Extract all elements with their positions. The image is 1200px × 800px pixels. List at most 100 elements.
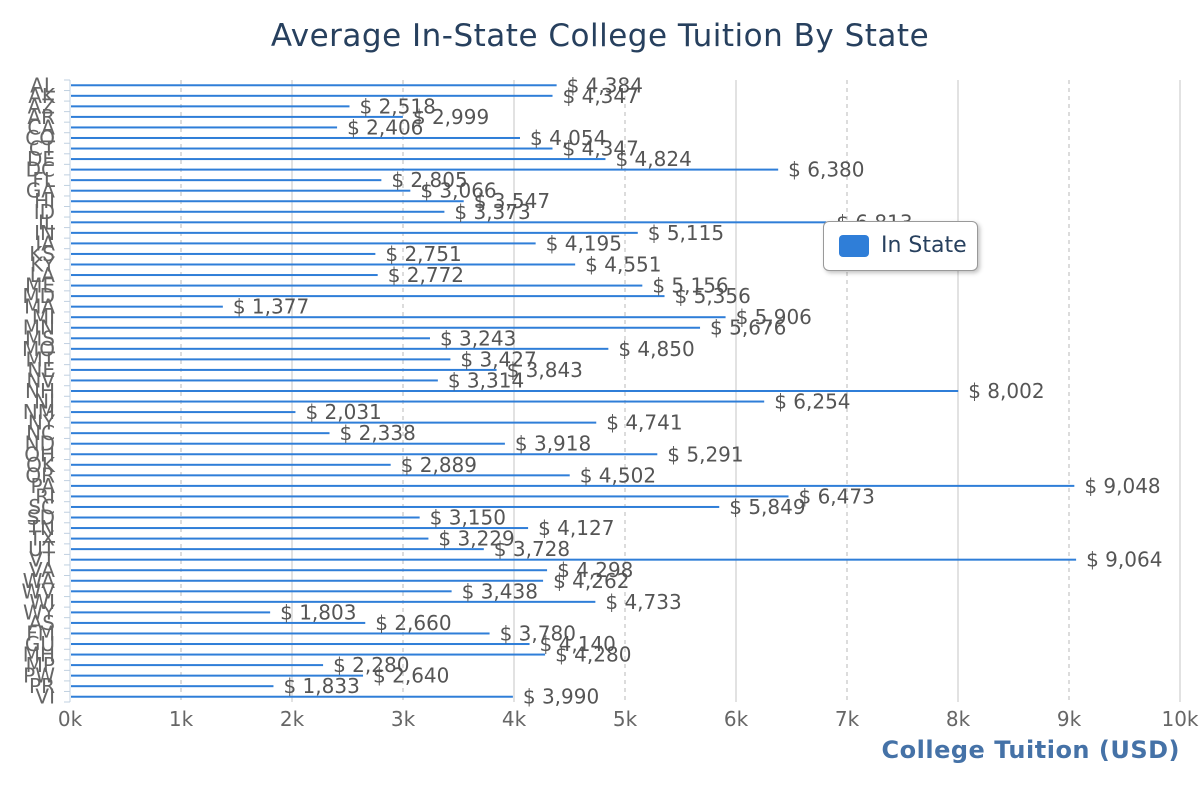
bar [71,600,596,603]
category-label: OK [26,453,56,477]
bar [71,611,271,614]
x-tick-label: 3k [391,707,416,731]
category-label: AZ [28,94,55,118]
category-label: AK [28,84,56,108]
bar [71,442,505,445]
category-label: OR [25,463,55,487]
category-label: ID [34,200,55,224]
value-labels: $ 4,384$ 4,347$ 2,518$ 2,999$ 2,406 $ 4,0… [233,73,1163,708]
category-labels: ALAKAZARCACOCTDEDCFLGAHIIDILINIAKSKYLAME… [22,73,56,708]
category-label: OH [24,442,55,466]
value-label: $ 3,243 [440,326,516,350]
bar [71,231,638,234]
bar [71,210,445,213]
x-tick-label: 0k [58,707,83,731]
x-tick-label: 10k [1161,707,1198,731]
x-tick-label: 5k [613,707,638,731]
value-label: $ 4,195 [546,231,622,255]
bar [71,548,484,551]
legend-label-in-state: In State [881,233,967,258]
value-label: $ 4,262 [553,569,629,593]
category-label: VT [29,548,56,572]
bar [71,189,411,192]
bar [71,664,324,667]
value-label: $ 4,054 [530,126,606,150]
category-label: AS [29,611,55,635]
category-label: TX [28,527,55,551]
bars [71,84,1077,698]
value-label: $ 4,384 [567,73,643,97]
category-label: IN [34,221,55,245]
bar [71,274,378,277]
category-label: IA [35,231,55,255]
category-label: MP [26,653,55,677]
bar [71,305,223,308]
category-label: NV [26,368,55,392]
bar [71,84,557,87]
bar [71,579,544,582]
category-label: MN [23,316,55,340]
x-axis-title: College Tuition (USD) [881,736,1180,764]
category-label: GA [26,179,55,203]
category-label: GU [25,632,55,656]
category-label: ND [25,432,55,456]
value-label: $ 3,314 [448,368,524,392]
value-label: $ 1,377 [233,295,309,319]
bar [71,158,606,161]
value-label: $ 9,064 [1086,548,1162,572]
bar [71,252,376,255]
bar [71,685,274,688]
value-label: $ 2,280 [333,653,409,677]
category-label: LA [30,263,56,287]
category-label: CT [29,137,56,161]
category-label: MT [26,347,56,371]
value-label: $ 3,438 [462,579,538,603]
legend[interactable]: In State [823,221,978,271]
bar [71,505,720,508]
bar [71,168,779,171]
value-label: $ 4,140 [540,632,616,656]
category-label: WI [29,590,55,614]
x-tick-label: 8k [946,707,971,731]
bar [71,695,513,698]
bar [71,674,364,677]
value-label: $ 3,990 [523,685,599,709]
category-label: SD [27,506,55,530]
value-label: $ 4,347 [563,84,639,108]
category-label: MS [25,326,55,350]
value-label: $ 3,066 [420,179,496,203]
value-label: $ 4,824 [615,147,691,171]
value-label: $ 5,115 [648,221,724,245]
chart-title: Average In-State College Tuition By Stat… [270,18,930,54]
value-label: $ 2,031 [305,400,381,424]
value-label: $ 8,002 [968,379,1044,403]
bar [71,337,430,340]
bar [71,105,350,108]
value-label: $ 2,660 [375,611,451,635]
category-label: PW [23,664,55,688]
category-label: UT [28,537,56,561]
bar [71,347,609,350]
bar [71,463,391,466]
value-label: $ 2,805 [391,168,467,192]
bar [71,94,553,97]
bar [71,527,529,530]
bar [71,115,403,118]
bar [71,453,658,456]
category-label: SC [28,495,55,519]
bar [71,179,382,182]
bar [71,284,643,287]
bar [71,621,366,624]
category-label: KS [29,242,55,266]
bar [71,421,597,424]
category-label: WY [23,600,56,624]
bar [71,516,420,519]
value-label: $ 6,380 [788,158,864,182]
bar [71,316,726,319]
x-tick-label: 1k [169,707,194,731]
value-label: $ 3,843 [507,358,583,382]
bar [71,537,429,540]
value-label: $ 2,889 [401,453,477,477]
value-label: $ 4,741 [606,411,682,435]
category-label: RI [35,484,55,508]
